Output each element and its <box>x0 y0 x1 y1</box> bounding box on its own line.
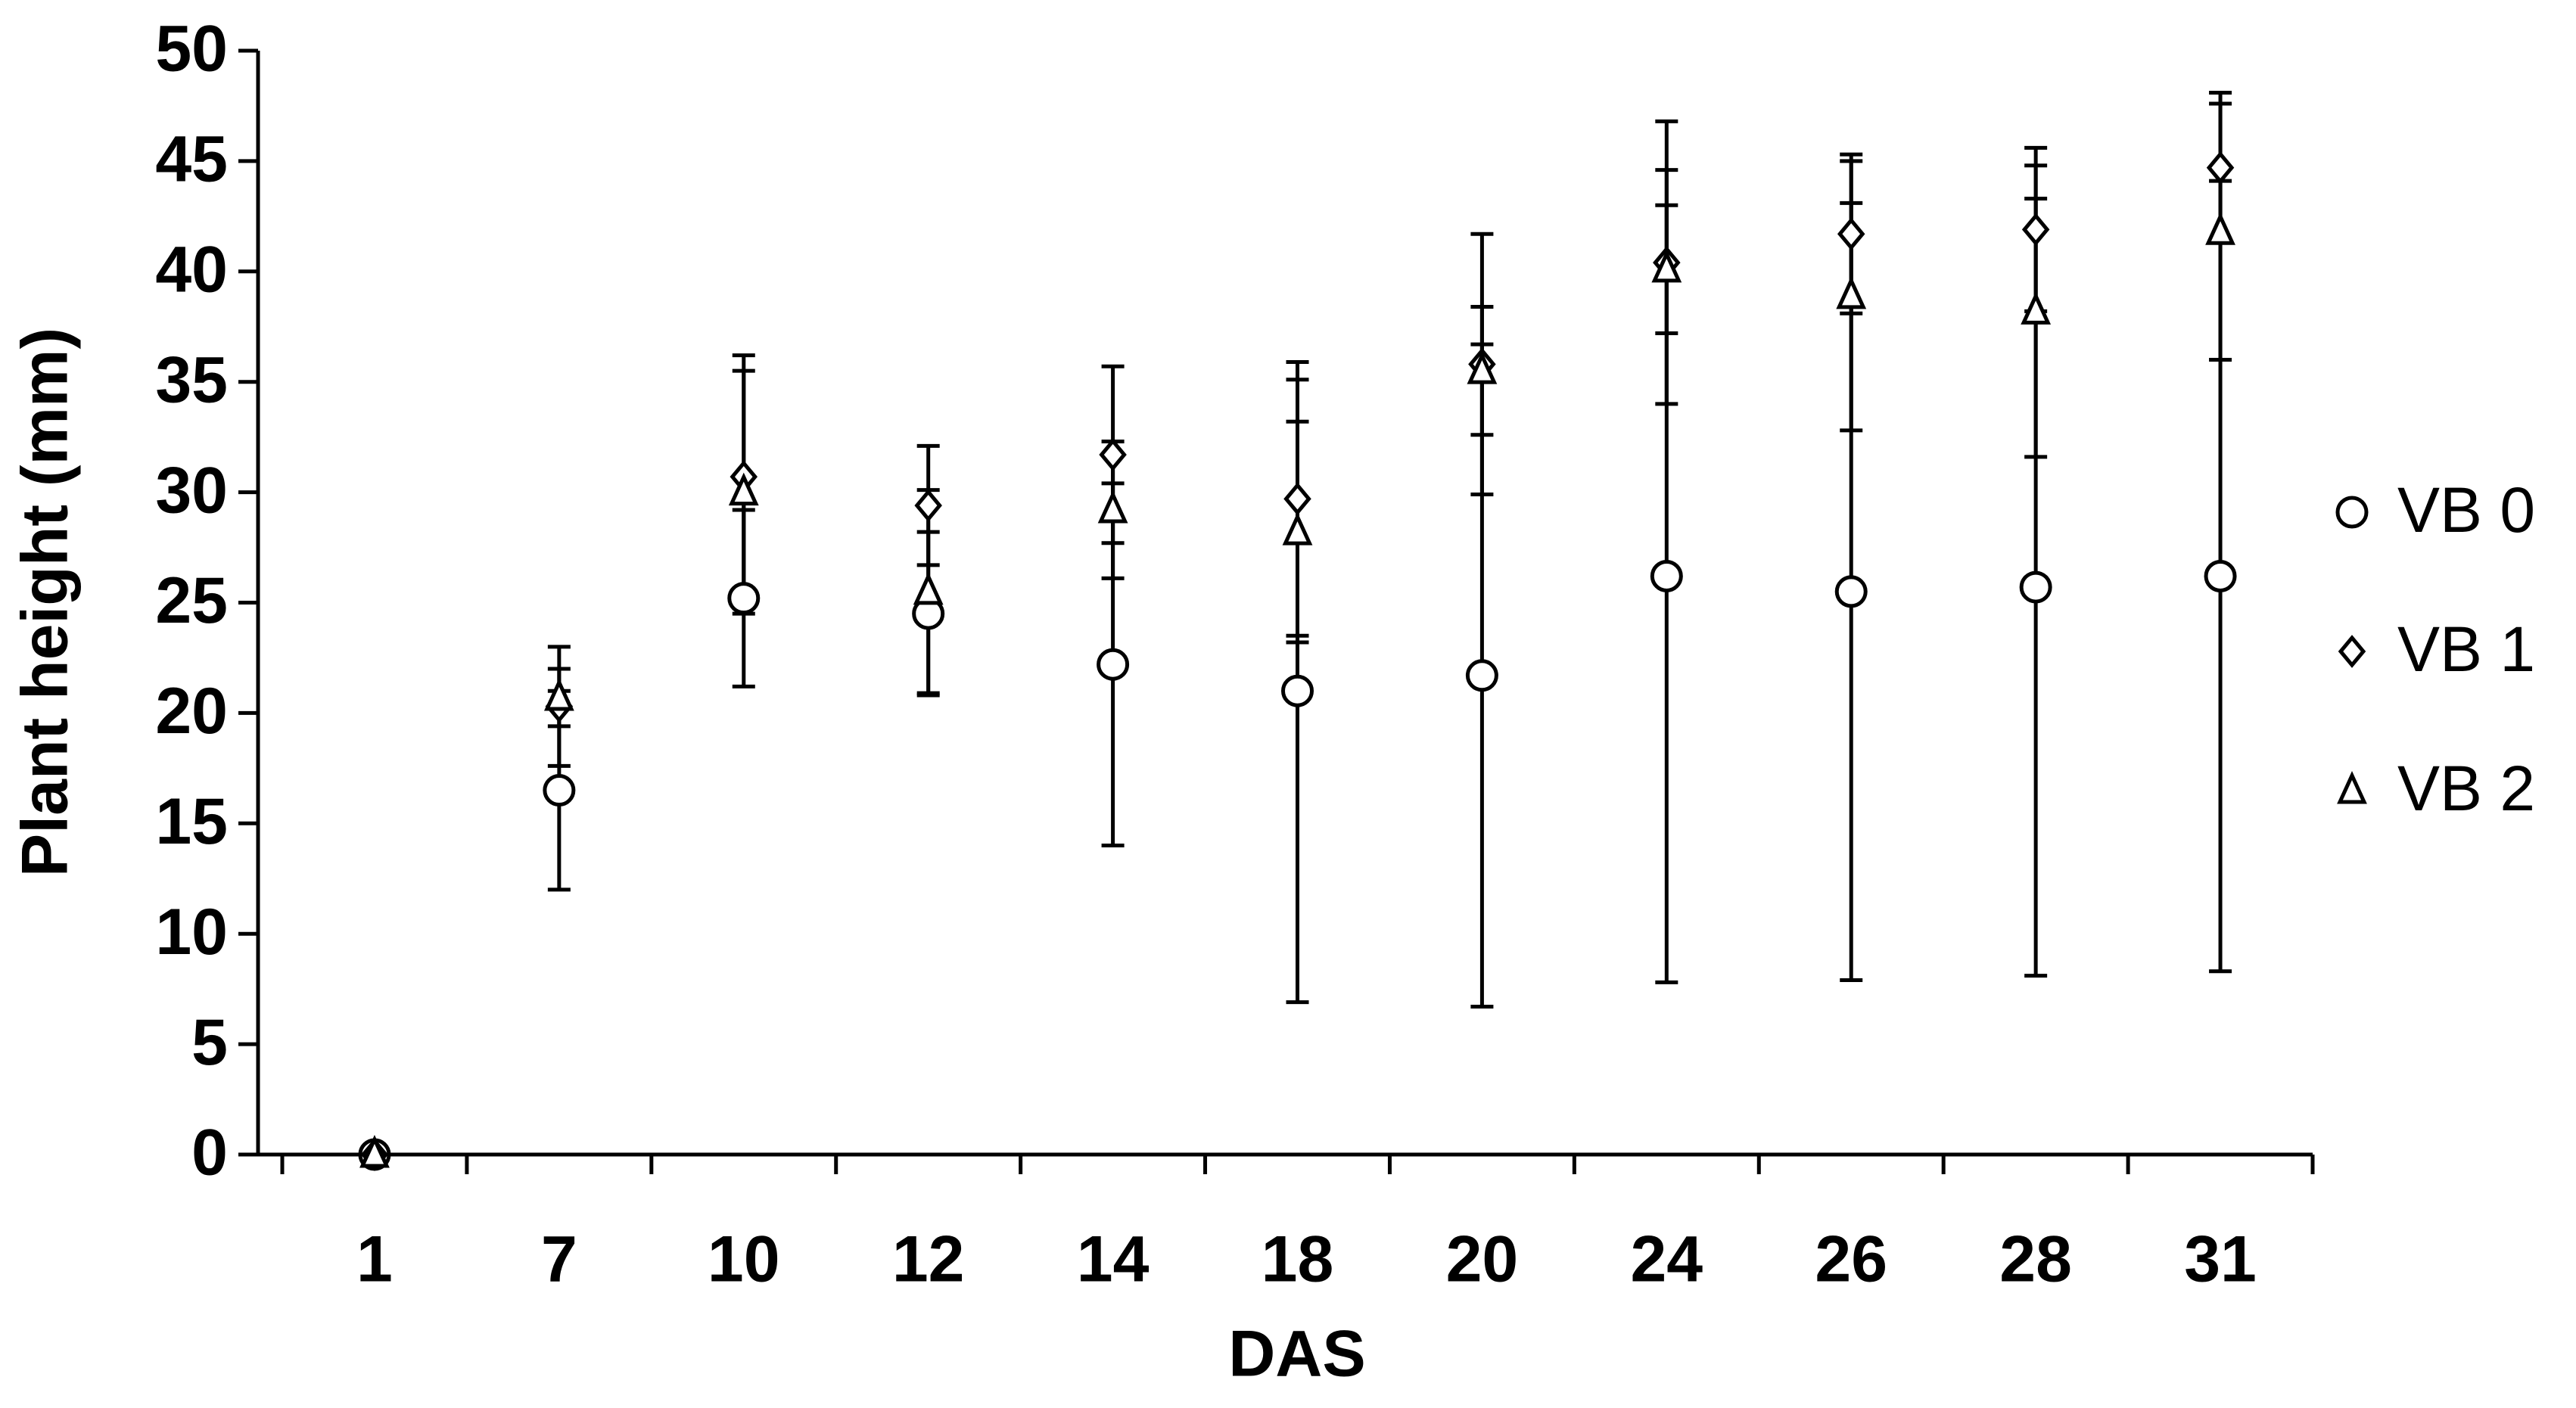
point <box>2205 212 2235 245</box>
x-axis-title: DAS <box>1228 1318 1366 1391</box>
point <box>1837 217 1865 251</box>
point <box>543 774 576 807</box>
point <box>913 571 944 605</box>
point <box>2021 213 2050 247</box>
point <box>1467 351 1498 384</box>
legend-label: VB 2 <box>2397 753 2535 824</box>
point <box>1650 559 1683 592</box>
point <box>727 582 761 615</box>
point <box>1283 482 1311 516</box>
point <box>1097 648 1130 681</box>
x-tick-label: 18 <box>1262 1223 1334 1296</box>
x-tick-label: 26 <box>1815 1223 1887 1296</box>
y-tick-label: 35 <box>155 343 228 416</box>
point <box>1651 249 1682 283</box>
point <box>1099 438 1127 471</box>
x-tick-label: 31 <box>2184 1223 2257 1296</box>
x-tick-label: 28 <box>1999 1223 2072 1296</box>
y-tick-label: 10 <box>155 896 228 968</box>
point <box>1281 674 1314 707</box>
y-tick-label: 20 <box>155 675 228 748</box>
x-tick-label: 14 <box>1077 1223 1150 1296</box>
x-tick-label: 7 <box>541 1223 577 1296</box>
point <box>359 1134 390 1168</box>
y-tick-label: 45 <box>155 123 228 196</box>
y-tick-label: 0 <box>191 1117 228 1189</box>
point <box>2019 570 2052 604</box>
y-tick-label: 5 <box>191 1006 228 1079</box>
point <box>914 489 942 523</box>
point <box>1834 575 1868 608</box>
x-tick-label: 10 <box>708 1223 780 1296</box>
point <box>2206 151 2235 185</box>
point <box>728 472 759 506</box>
point <box>1836 275 1867 309</box>
legend-marker <box>2338 635 2366 668</box>
legend-marker <box>2337 770 2367 804</box>
point <box>1097 490 1128 524</box>
y-tick-label: 50 <box>155 13 228 85</box>
point <box>543 677 574 711</box>
legend-label: VB 0 <box>2397 474 2535 545</box>
x-tick-label: 1 <box>356 1223 393 1296</box>
point <box>2204 559 2237 592</box>
point <box>2021 291 2052 325</box>
legend-label: VB 1 <box>2397 614 2535 685</box>
point <box>1282 512 1313 545</box>
x-tick-label: 20 <box>1446 1223 1519 1296</box>
legend-marker <box>2335 496 2369 529</box>
y-axis-title: Plant height (mm) <box>9 328 82 877</box>
y-tick-label: 30 <box>155 454 228 527</box>
y-tick-label: 40 <box>155 234 228 306</box>
point <box>1465 659 1498 692</box>
y-tick-label: 15 <box>155 785 228 858</box>
x-tick-label: 24 <box>1630 1223 1703 1296</box>
y-tick-label: 25 <box>155 564 228 637</box>
x-tick-label: 12 <box>892 1223 965 1296</box>
